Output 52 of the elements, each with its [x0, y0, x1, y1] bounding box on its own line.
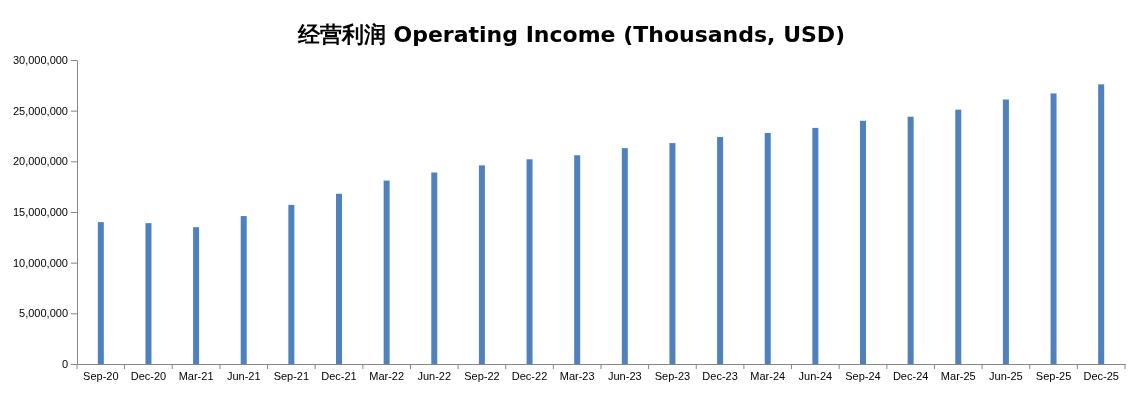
bar: [955, 109, 962, 364]
bar: [669, 143, 676, 364]
bar: [431, 172, 438, 364]
x-tick-label: Dec-23: [702, 369, 738, 382]
bar: [240, 216, 247, 364]
x-tick-label: Dec-24: [892, 369, 929, 382]
bar: [621, 148, 628, 364]
bar: [812, 127, 819, 364]
x-tick-label: Mar-24: [750, 369, 786, 382]
x-tick-label: Sep-20: [83, 369, 119, 382]
x-tick-label: Jun-25: [989, 369, 1023, 382]
x-tick-label: Mar-25: [940, 369, 976, 382]
bar: [1050, 93, 1057, 364]
bar: [526, 159, 533, 364]
x-tick-label: Sep-25: [1035, 369, 1072, 382]
x-tick-label: Mar-23: [559, 369, 595, 382]
x-tick-label: Dec-20: [130, 369, 167, 382]
x-tick-label: Dec-25: [1083, 369, 1119, 382]
bar: [193, 227, 200, 364]
y-tick-label: 0: [61, 358, 68, 371]
chart-title: 经营利润 Operating Income (Thousands, USD): [296, 22, 846, 47]
bar: [717, 137, 724, 364]
y-tick-label: 25,000,000: [12, 104, 68, 117]
bar: [1002, 99, 1009, 364]
bar: [764, 132, 771, 364]
x-tick-label: Dec-22: [511, 369, 548, 382]
x-tick-label: Dec-21: [321, 369, 357, 382]
x-tick-label: Jun-24: [798, 369, 833, 382]
bar: [145, 223, 152, 364]
y-tick-label: 5,000,000: [19, 307, 68, 320]
y-tick-label: 10,000,000: [12, 256, 68, 269]
bar: [336, 193, 342, 364]
bar: [574, 155, 581, 364]
bar: [288, 204, 295, 364]
x-tick-label: Sep-24: [845, 369, 881, 382]
bar: [383, 180, 390, 364]
bar: [907, 116, 914, 364]
x-tick-label: Sep-21: [273, 369, 310, 382]
x-tick-label: Mar-22: [369, 369, 405, 382]
bar: [1098, 84, 1105, 364]
bar: [478, 165, 485, 364]
x-tick-label: Sep-23: [654, 369, 691, 382]
x-tick-label: Mar-21: [178, 369, 214, 382]
bar: [860, 120, 866, 364]
x-tick-label: Sep-22: [464, 369, 500, 382]
y-tick-label: 20,000,000: [12, 155, 68, 168]
x-tick-label: Jun-22: [417, 369, 452, 382]
y-tick-label: 30,000,000: [12, 54, 68, 67]
y-tick-label: 15,000,000: [12, 206, 68, 219]
bar: [97, 222, 104, 364]
x-tick-label: Jun-23: [608, 369, 642, 382]
x-tick-label: Jun-21: [226, 369, 261, 382]
